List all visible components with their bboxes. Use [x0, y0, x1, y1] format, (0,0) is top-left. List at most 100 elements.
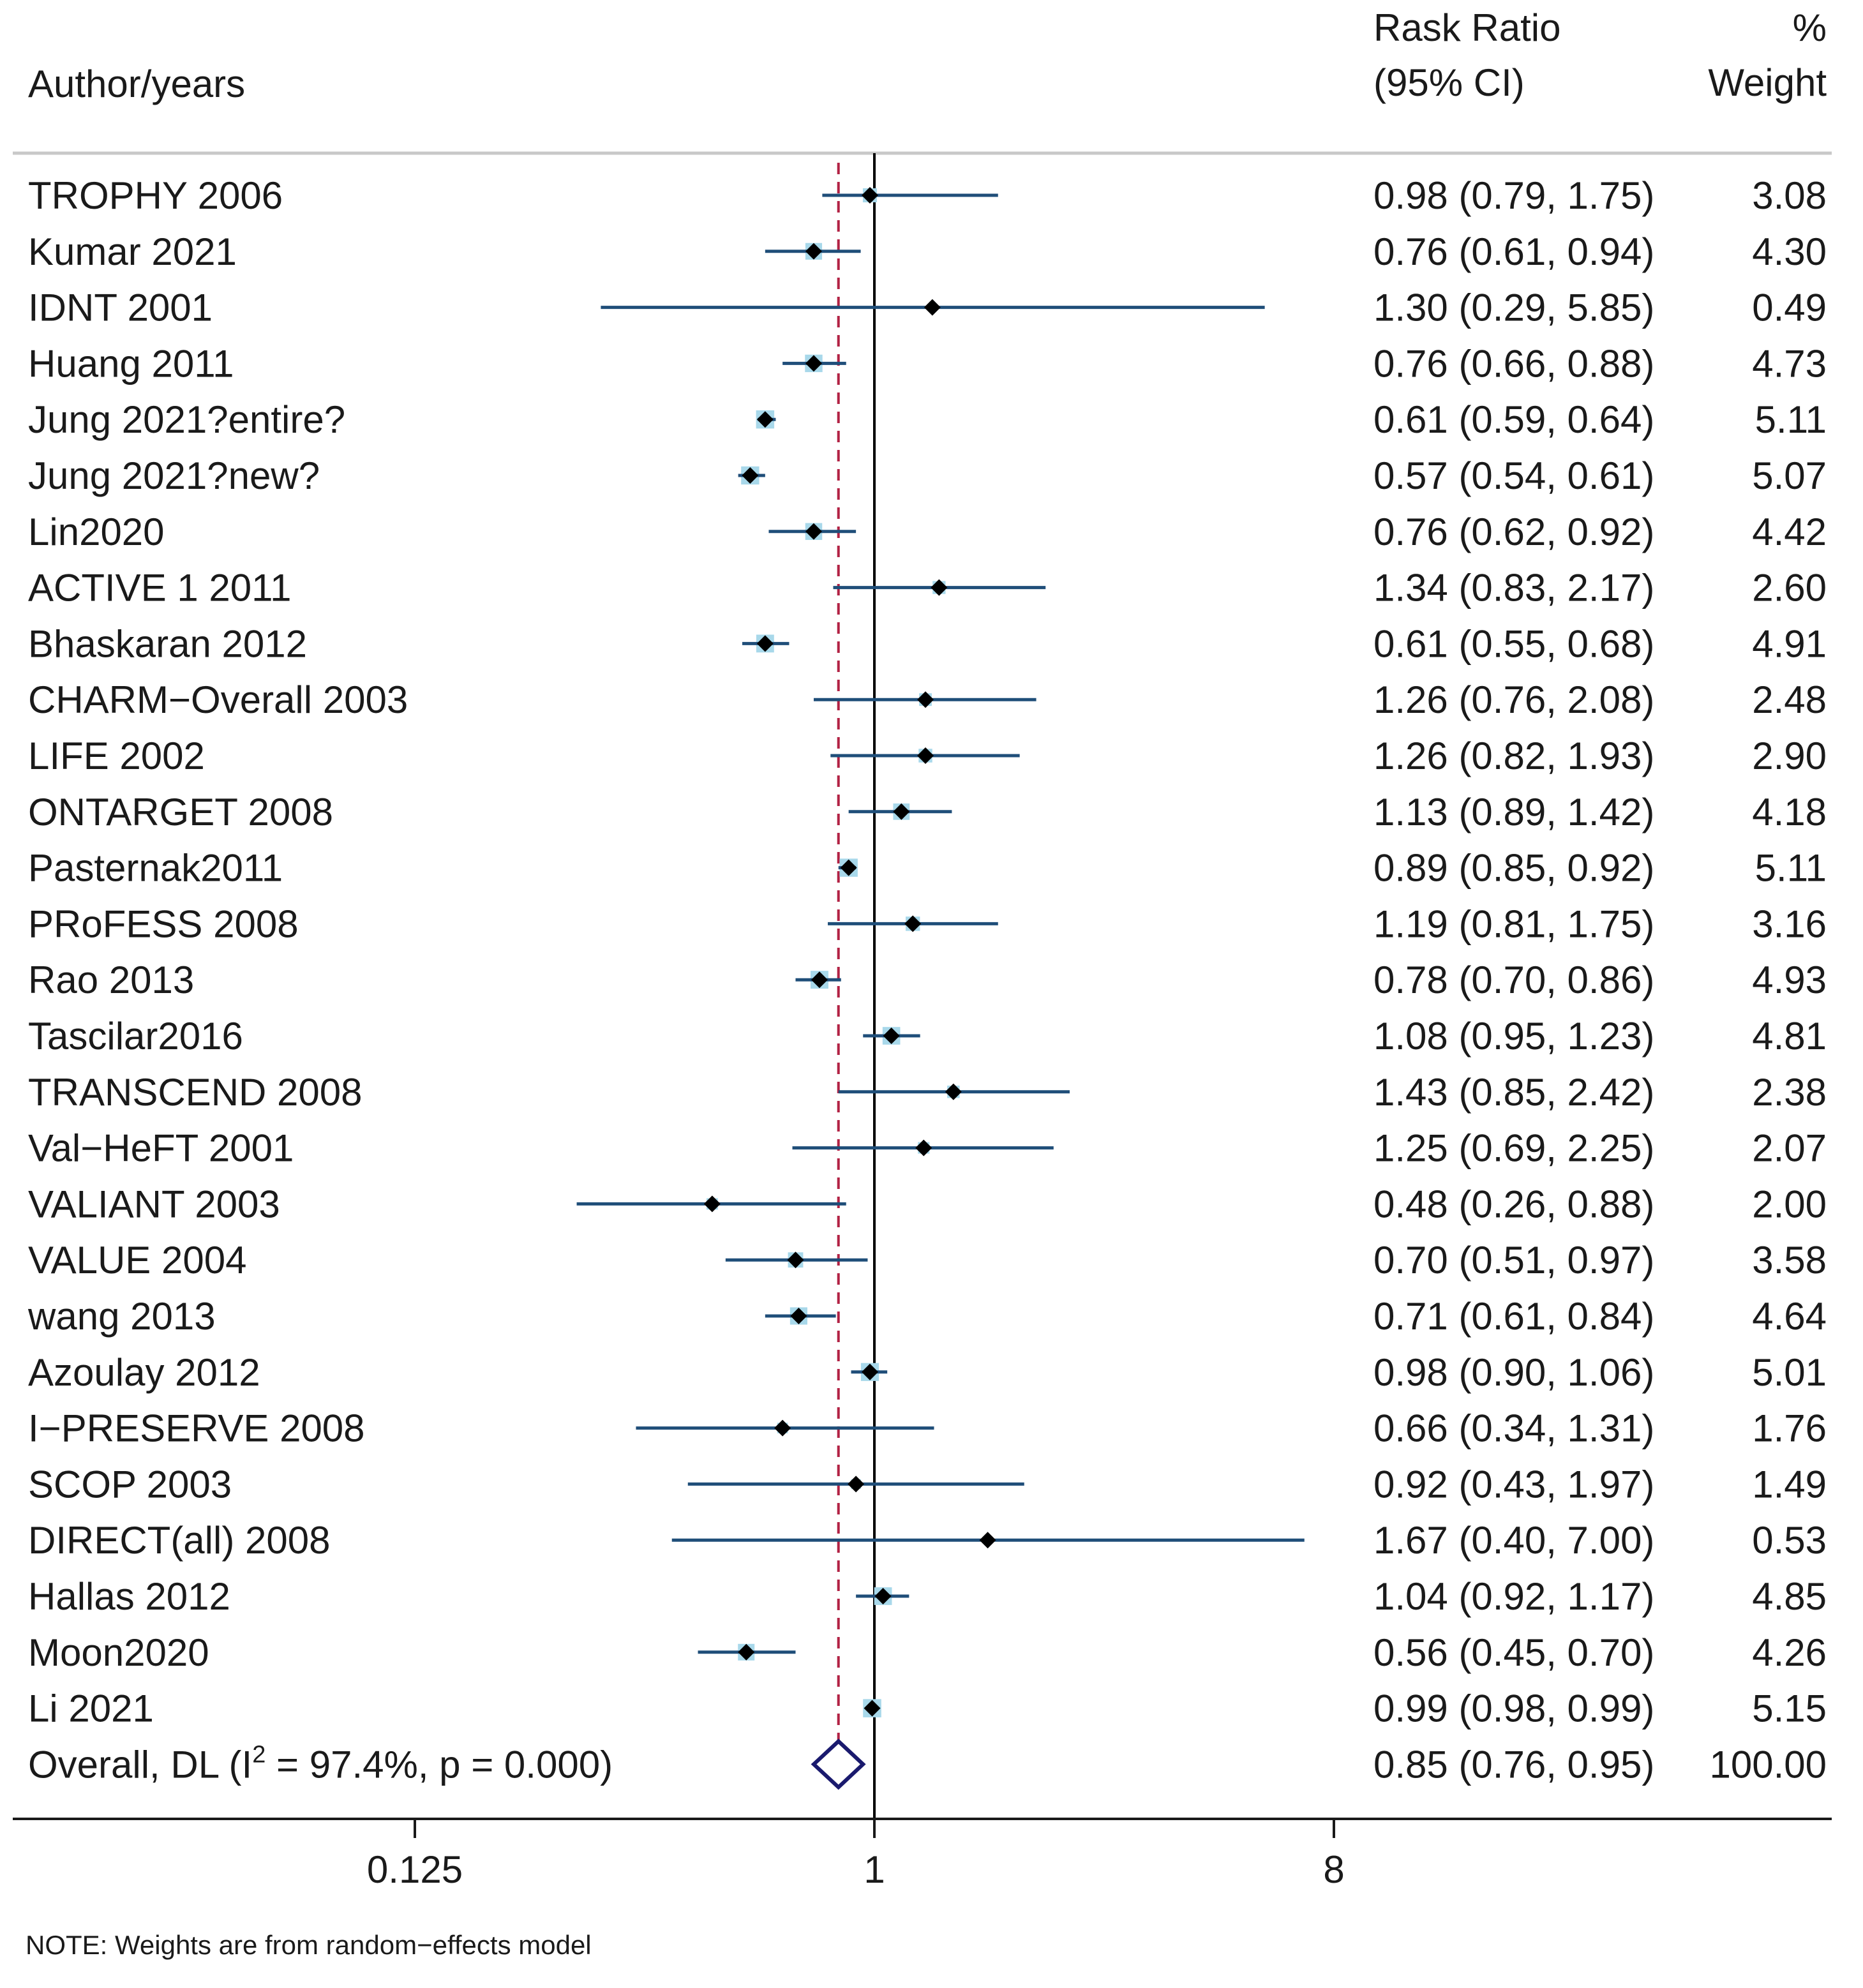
weight-value: 4.18 — [1752, 791, 1827, 833]
weight-value: 2.38 — [1752, 1071, 1827, 1114]
ci-value: 0.70 (0.51, 0.97) — [1373, 1239, 1654, 1282]
weight-value: 5.11 — [1755, 398, 1827, 441]
point-estimate — [915, 1139, 932, 1156]
ci-value: 0.98 (0.90, 1.06) — [1373, 1351, 1654, 1394]
ci-value: 0.76 (0.62, 0.92) — [1373, 511, 1654, 553]
point-estimate — [738, 1643, 755, 1661]
ci-value: 1.25 (0.69, 2.25) — [1373, 1127, 1654, 1170]
study-name: Li 2021 — [28, 1687, 154, 1730]
study-row: Rao 2013 0.78 (0.70, 0.86) 4.93 — [28, 959, 1827, 1001]
point-estimate — [848, 1476, 865, 1493]
x-tick-label: 0.125 — [367, 1848, 463, 1891]
study-name: Hallas 2012 — [28, 1575, 230, 1618]
study-name: LIFE 2002 — [28, 735, 205, 777]
overall-row: Overall, DL (I2 = 97.4%, p = 0.000) 0.85 … — [28, 1738, 1827, 1790]
study-row: VALIANT 2003 0.48 (0.26, 0.88) 2.00 — [28, 1183, 1827, 1225]
study-name: CHARM−Overall 2003 — [28, 678, 408, 721]
weight-value: 0.53 — [1752, 1519, 1827, 1562]
weight-value: 0.49 — [1752, 287, 1827, 329]
study-row: I−PRESERVE 2008 0.66 (0.34, 1.31) 1.76 — [28, 1407, 1827, 1450]
ci-value: 0.56 (0.45, 0.70) — [1373, 1631, 1654, 1674]
study-row: PRoFESS 2008 1.19 (0.81, 1.75) 3.16 — [28, 902, 1827, 945]
ci-value: 0.71 (0.61, 0.84) — [1373, 1295, 1654, 1338]
study-row: Jung 2021?entire? 0.61 (0.59, 0.64) 5.11 — [28, 398, 1827, 441]
weight-column-header-line2: Weight — [1708, 61, 1827, 104]
weight-value: 3.08 — [1752, 174, 1827, 217]
x-axis: 0.125 1 8 — [13, 1818, 1832, 1891]
point-estimate — [756, 411, 774, 428]
study-row: DIRECT(all) 2008 1.67 (0.40, 7.00) 0.53 — [28, 1519, 1827, 1562]
study-row: Lin2020 0.76 (0.62, 0.92) 4.42 — [28, 511, 1827, 553]
study-name: Moon2020 — [28, 1631, 209, 1674]
study-name: PRoFESS 2008 — [28, 902, 299, 945]
weights-note: NOTE: Weights are from random−effects mo… — [26, 1930, 592, 1960]
point-estimate — [883, 1028, 900, 1044]
weight-value: 5.07 — [1752, 454, 1827, 497]
study-row: LIFE 2002 1.26 (0.82, 1.93) 2.90 — [28, 735, 1827, 777]
study-row: TRANSCEND 2008 1.43 (0.85, 2.42) 2.38 — [28, 1071, 1827, 1114]
ci-value: 0.57 (0.54, 0.61) — [1373, 454, 1654, 497]
study-row: Kumar 2021 0.76 (0.61, 0.94) 4.30 — [28, 230, 1827, 273]
point-estimate — [904, 915, 922, 932]
weight-value: 4.85 — [1752, 1575, 1827, 1618]
weight-column-header-line1: % — [1793, 6, 1827, 49]
ci-value: 0.61 (0.55, 0.68) — [1373, 622, 1654, 665]
overall-label: Overall, DL (I2 = 97.4%, p = 0.000) — [28, 1741, 613, 1786]
weight-value: 1.49 — [1752, 1463, 1827, 1506]
study-name: VALUE 2004 — [28, 1239, 246, 1282]
weight-value: 2.60 — [1752, 567, 1827, 609]
ci-value: 1.26 (0.76, 2.08) — [1373, 678, 1654, 721]
point-estimate — [805, 243, 822, 260]
ci-value: 1.43 (0.85, 2.42) — [1373, 1071, 1654, 1114]
study-name: Rao 2013 — [28, 959, 194, 1001]
weight-value: 3.58 — [1752, 1239, 1827, 1282]
overall-diamond — [811, 1738, 866, 1790]
point-estimate — [864, 1700, 881, 1717]
overall-ci-value: 0.85 (0.76, 0.95) — [1373, 1743, 1654, 1786]
study-name: Tascilar2016 — [28, 1015, 243, 1058]
study-row: Val−HeFT 2001 1.25 (0.69, 2.25) 2.07 — [28, 1127, 1827, 1170]
ci-value: 0.48 (0.26, 0.88) — [1373, 1183, 1654, 1225]
ci-value: 1.30 (0.29, 5.85) — [1373, 287, 1654, 329]
study-name: Kumar 2021 — [28, 230, 237, 273]
study-name: Bhaskaran 2012 — [28, 622, 307, 665]
point-estimate — [805, 355, 822, 372]
study-row: wang 2013 0.71 (0.61, 0.84) 4.64 — [27, 1295, 1827, 1338]
point-estimate — [874, 1588, 892, 1604]
ci-value: 1.26 (0.82, 1.93) — [1373, 735, 1654, 777]
ci-value: 0.99 (0.98, 0.99) — [1373, 1687, 1654, 1730]
point-estimate — [742, 467, 759, 484]
weight-value: 4.91 — [1752, 622, 1827, 665]
ci-value: 1.34 (0.83, 2.17) — [1373, 567, 1654, 609]
study-name: wang 2013 — [27, 1295, 216, 1338]
point-estimate — [756, 635, 774, 652]
study-name: TROPHY 2006 — [28, 174, 283, 217]
point-estimate — [840, 859, 857, 876]
weight-value: 4.81 — [1752, 1015, 1827, 1058]
study-name: IDNT 2001 — [28, 287, 213, 329]
ci-value: 0.78 (0.70, 0.86) — [1373, 959, 1654, 1001]
study-row: IDNT 2001 1.30 (0.29, 5.85) 0.49 — [28, 287, 1827, 329]
study-name: Huang 2011 — [28, 342, 234, 385]
study-name: Jung 2021?new? — [28, 454, 320, 497]
ci-value: 0.89 (0.85, 0.92) — [1373, 847, 1654, 890]
study-row: ONTARGET 2008 1.13 (0.89, 1.42) 4.18 — [28, 791, 1827, 833]
x-tick-label: 1 — [864, 1848, 885, 1891]
point-estimate — [931, 579, 948, 596]
weight-value: 2.07 — [1752, 1127, 1827, 1170]
reference-lines — [837, 153, 876, 1819]
weight-value: 5.11 — [1755, 847, 1827, 890]
ci-value: 1.67 (0.40, 7.00) — [1373, 1519, 1654, 1562]
study-row: VALUE 2004 0.70 (0.51, 0.97) 3.58 — [28, 1239, 1827, 1282]
study-row: Azoulay 2012 0.98 (0.90, 1.06) 5.01 — [28, 1351, 1827, 1394]
study-name: ONTARGET 2008 — [28, 791, 333, 833]
study-row: Huang 2011 0.76 (0.66, 0.88) 4.73 — [28, 342, 1827, 385]
study-name: I−PRESERVE 2008 — [28, 1407, 365, 1450]
point-estimate — [774, 1419, 791, 1437]
study-name: TRANSCEND 2008 — [28, 1071, 363, 1114]
study-row: CHARM−Overall 2003 1.26 (0.76, 2.08) 2.48 — [28, 678, 1827, 721]
point-estimate — [917, 691, 934, 708]
study-column-header: Author/years — [28, 63, 245, 105]
point-estimate — [811, 971, 828, 989]
point-estimate — [862, 187, 879, 204]
